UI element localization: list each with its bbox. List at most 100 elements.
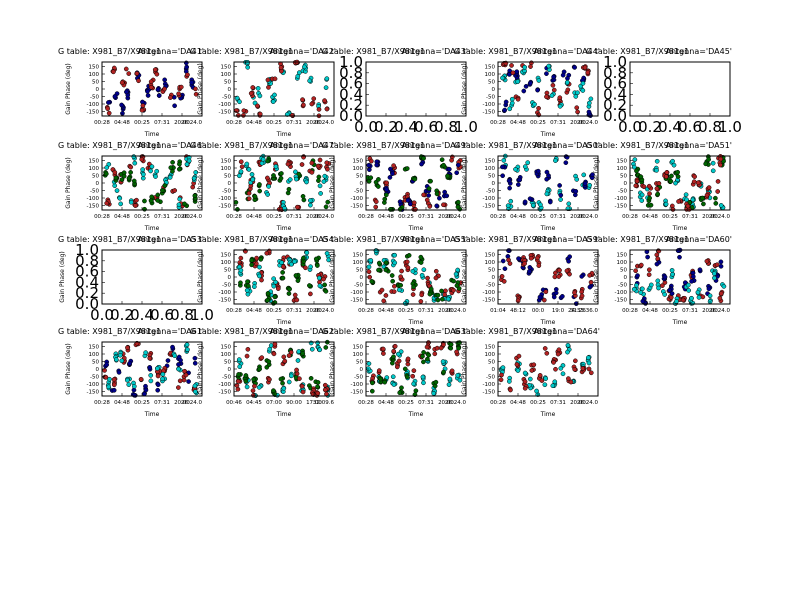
y-tick-label: 150 xyxy=(617,159,628,165)
data-point xyxy=(288,373,294,379)
x-tick-label: 07:31 xyxy=(154,214,170,220)
x-tick-label: 00:28 xyxy=(622,214,638,220)
data-point xyxy=(286,379,292,385)
data-point xyxy=(553,366,558,372)
data-point xyxy=(155,87,161,92)
data-point xyxy=(294,297,300,303)
x-axis-label: Time xyxy=(408,411,424,418)
data-point xyxy=(442,189,448,195)
subplot-antenna-label: Antenna='DA59' xyxy=(534,235,600,244)
data-point xyxy=(147,365,153,370)
data-point xyxy=(675,174,681,179)
data-point xyxy=(392,252,398,258)
data-point xyxy=(250,85,256,90)
data-point xyxy=(586,366,592,372)
data-point xyxy=(156,93,162,98)
data-point xyxy=(238,169,244,174)
y-tick-label: -100 xyxy=(351,382,364,388)
data-point xyxy=(654,158,660,164)
data-point xyxy=(257,366,262,372)
data-point xyxy=(238,159,244,165)
data-point xyxy=(162,77,168,83)
y-tick-label: 0.8 xyxy=(75,252,99,270)
data-point xyxy=(382,379,388,385)
y-tick-label: 50 xyxy=(92,80,99,86)
data-point xyxy=(127,360,133,366)
data-point xyxy=(117,195,123,201)
x-axis-label: Time xyxy=(144,225,160,232)
data-point xyxy=(446,382,452,387)
x-axis-label: Time xyxy=(672,225,688,232)
subplot-title: G table: X981_B7/X981g1 xyxy=(454,235,557,244)
data-point xyxy=(138,376,144,382)
data-point xyxy=(307,283,312,288)
data-point xyxy=(254,255,259,261)
data-point xyxy=(279,171,284,176)
data-point xyxy=(669,173,674,179)
data-point xyxy=(558,365,564,371)
y-tick-label: -100 xyxy=(483,290,496,296)
x-axis-label: Time xyxy=(540,131,556,138)
x-tick-label: 07:31 xyxy=(286,120,302,126)
data-point xyxy=(155,366,160,371)
subplot-title: G table: X981_B7/X981g1 xyxy=(190,47,293,56)
data-point xyxy=(706,157,711,162)
data-point xyxy=(582,65,588,70)
x-tick-label: 26:24.0 xyxy=(577,120,599,126)
data-point xyxy=(553,287,559,292)
data-point xyxy=(191,175,197,181)
x-tick-label: 19:0 xyxy=(552,308,565,314)
data-point xyxy=(564,268,570,274)
x-tick-label: 04:48 xyxy=(510,400,526,406)
data-point xyxy=(397,207,403,212)
data-point xyxy=(668,295,674,300)
x-tick-label: 00:25 xyxy=(398,214,414,220)
y-axis-label: Gain Phase (deg) xyxy=(197,343,204,395)
data-point xyxy=(278,376,284,382)
subplot-title: G table: X981_B7/X981g1 xyxy=(586,235,689,244)
data-point xyxy=(315,384,320,390)
y-tick-label: 0 xyxy=(492,181,496,187)
data-point xyxy=(579,293,585,299)
data-point xyxy=(660,283,665,288)
data-point xyxy=(544,169,550,175)
data-point xyxy=(405,198,411,203)
data-point xyxy=(111,382,117,388)
data-point xyxy=(407,201,413,207)
data-point xyxy=(245,346,251,352)
data-point xyxy=(192,360,198,366)
x-tick-label: 20:00 xyxy=(570,214,586,220)
data-point xyxy=(288,349,294,355)
data-point xyxy=(236,113,241,118)
y-tick-label: 0 xyxy=(492,275,496,281)
x-axis-label: Time xyxy=(672,319,688,326)
data-point xyxy=(718,203,724,208)
data-point xyxy=(710,160,716,166)
data-point xyxy=(391,354,396,360)
y-tick-label: 100 xyxy=(485,260,496,266)
data-point xyxy=(522,379,528,385)
subplot-9 xyxy=(500,153,595,212)
data-point xyxy=(279,260,284,265)
data-point xyxy=(648,202,654,208)
data-point xyxy=(690,274,696,279)
subplot-antenna-label: Antenna='DA64' xyxy=(534,327,600,336)
data-point xyxy=(527,196,533,202)
data-point xyxy=(641,184,647,190)
y-tick-label: 0.6 xyxy=(75,263,99,281)
data-point xyxy=(251,392,256,398)
data-point xyxy=(529,368,535,373)
data-point xyxy=(136,78,141,84)
data-point xyxy=(706,185,712,190)
data-point xyxy=(410,268,416,274)
data-point xyxy=(646,267,652,273)
data-point xyxy=(132,160,138,166)
data-point xyxy=(105,106,111,111)
data-point xyxy=(418,299,424,304)
x-tick-label: 17:00 xyxy=(306,400,322,406)
data-point xyxy=(634,168,639,174)
data-point xyxy=(132,392,137,398)
data-point xyxy=(685,282,691,288)
data-point xyxy=(585,70,591,75)
data-point xyxy=(442,292,447,297)
